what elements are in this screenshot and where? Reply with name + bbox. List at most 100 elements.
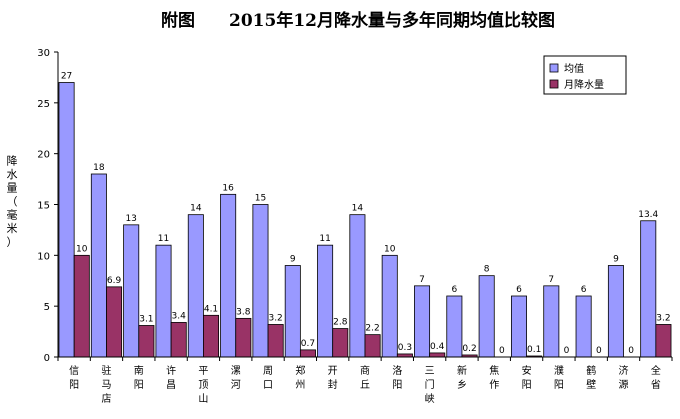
bar-monthly	[332, 328, 349, 358]
data-label-monthly: 0	[499, 346, 505, 356]
data-label-monthly: 0	[596, 346, 602, 356]
data-label-mean: 13	[125, 214, 136, 224]
bar-monthly	[138, 325, 155, 358]
x-category-label: 信阳	[69, 365, 79, 391]
data-label-mean: 15	[255, 194, 266, 204]
y-axis-label-char: ）	[7, 236, 18, 249]
bar-monthly	[655, 324, 672, 358]
data-label-mean: 13.4	[638, 210, 658, 220]
data-label-monthly: 10	[76, 244, 88, 254]
data-label-mean: 14	[352, 204, 364, 214]
data-label-monthly: 6.9	[107, 276, 122, 286]
x-category-label: 洛阳	[392, 364, 402, 391]
data-label-mean: 27	[61, 72, 72, 82]
y-tick-label: 25	[37, 99, 50, 110]
data-label-mean: 6	[451, 285, 457, 295]
y-axis-label: 降水量（毫米）	[7, 154, 18, 249]
y-tick-label: 30	[37, 48, 50, 59]
x-category-label: 济源	[619, 364, 629, 391]
x-category-label: 驻马店	[101, 364, 111, 405]
bar-monthly	[235, 317, 252, 358]
y-tick-label: 0	[44, 353, 50, 364]
bar-mean	[317, 244, 334, 358]
data-label-monthly: 2.2	[365, 324, 379, 334]
x-category-label: 漯河	[231, 365, 241, 391]
x-category-label: 新乡	[457, 364, 467, 391]
data-label-monthly: 3.2	[656, 313, 670, 323]
x-category-label: 商丘	[360, 364, 370, 391]
data-label-mean: 10	[384, 244, 396, 254]
bars: 27 18 13 11 14 16 15 9 11 14 10 7 6 8 6 7 6 9 13.4 10 6.9 3.1…	[58, 72, 672, 358]
data-label-monthly: 2.8	[333, 318, 348, 328]
data-label-monthly: 4.1	[204, 304, 218, 314]
bar-monthly	[299, 349, 316, 358]
bar-mean	[478, 275, 495, 358]
bar-monthly	[106, 286, 123, 358]
data-label-mean: 11	[319, 234, 330, 244]
bar-mean	[252, 204, 269, 358]
x-category-label: 开封	[328, 366, 338, 391]
x-category-label: 郑州	[295, 364, 305, 391]
y-tick-label: 5	[44, 302, 50, 313]
x-category-label: 濮阳	[554, 364, 564, 391]
bar-mean	[575, 295, 592, 358]
data-label-monthly: 0.7	[301, 339, 315, 349]
bar-monthly	[73, 254, 90, 358]
y-axis-label-char: 水	[7, 168, 18, 181]
y-axis-label-char: 降	[7, 154, 18, 168]
data-label-mean: 14	[190, 204, 202, 214]
x-category-label: 鹤壁	[586, 364, 596, 391]
x-category-label: 平顶山	[198, 366, 208, 405]
bar-mean	[220, 193, 237, 358]
y-tick-label: 10	[37, 251, 50, 262]
data-label-mean: 8	[484, 265, 490, 275]
bar-mean	[543, 285, 560, 358]
data-label-mean: 7	[419, 275, 425, 285]
y-axis: 0 5 10 15 20 25 30	[37, 48, 59, 364]
data-label-mean: 6	[581, 285, 587, 295]
data-label-mean: 18	[93, 163, 105, 173]
bar-mean	[640, 220, 657, 358]
x-category-label: 许昌	[166, 365, 176, 391]
bar-monthly	[170, 322, 187, 358]
bar-mean	[607, 265, 624, 358]
data-label-monthly: 0.2	[462, 344, 476, 354]
x-category-label: 周口	[263, 365, 273, 391]
y-axis-label-char: 毫	[7, 208, 18, 222]
data-label-monthly: 3.4	[172, 311, 187, 321]
bar-mean	[123, 224, 140, 358]
legend-label-monthly: 月降水量	[564, 78, 604, 91]
y-axis-label-char: 量	[7, 182, 18, 195]
bar-monthly	[203, 314, 220, 358]
data-label-mean: 11	[158, 234, 169, 244]
bar-mean	[446, 295, 463, 358]
x-category-label: 安阳	[522, 364, 532, 391]
data-label-monthly: 3.1	[139, 314, 153, 324]
bar-monthly	[429, 352, 446, 358]
data-label-monthly: 3.8	[236, 307, 251, 317]
bar-mean	[414, 285, 431, 358]
chart-title: 附图 2015年12月降水量与多年同期均值比较图	[161, 10, 555, 31]
y-axis-label-char: 米	[7, 222, 18, 235]
y-axis-label-char: （	[7, 195, 18, 208]
data-label-mean: 6	[516, 285, 522, 295]
legend-swatch-monthly	[549, 79, 559, 89]
data-label-monthly: 0	[564, 346, 570, 356]
bar-mean	[187, 214, 204, 358]
bar-mean	[90, 173, 107, 358]
bar-mean	[155, 244, 172, 358]
data-label-monthly: 0.4	[430, 342, 445, 352]
data-label-mean: 16	[222, 183, 234, 193]
y-tick-label: 15	[37, 201, 50, 212]
bar-mean	[58, 82, 75, 358]
data-label-mean: 9	[613, 255, 619, 265]
legend-label-mean: 均值	[564, 62, 584, 75]
bar-monthly	[364, 334, 381, 358]
x-category-label: 全省	[651, 364, 661, 391]
data-label-mean: 9	[290, 255, 296, 265]
x-category-label: 三门峡	[425, 366, 435, 405]
data-label-monthly: 0.3	[398, 343, 412, 353]
